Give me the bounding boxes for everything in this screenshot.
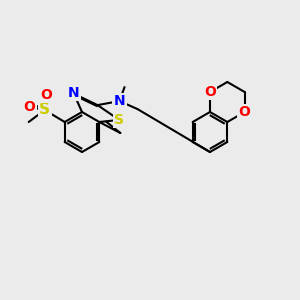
Text: S: S [39, 103, 50, 118]
Text: O: O [24, 100, 36, 114]
Text: S: S [114, 113, 124, 127]
Text: O: O [41, 88, 52, 102]
Text: N: N [114, 94, 125, 108]
Text: O: O [204, 85, 216, 99]
Text: N: N [68, 86, 80, 100]
Text: O: O [239, 105, 250, 119]
